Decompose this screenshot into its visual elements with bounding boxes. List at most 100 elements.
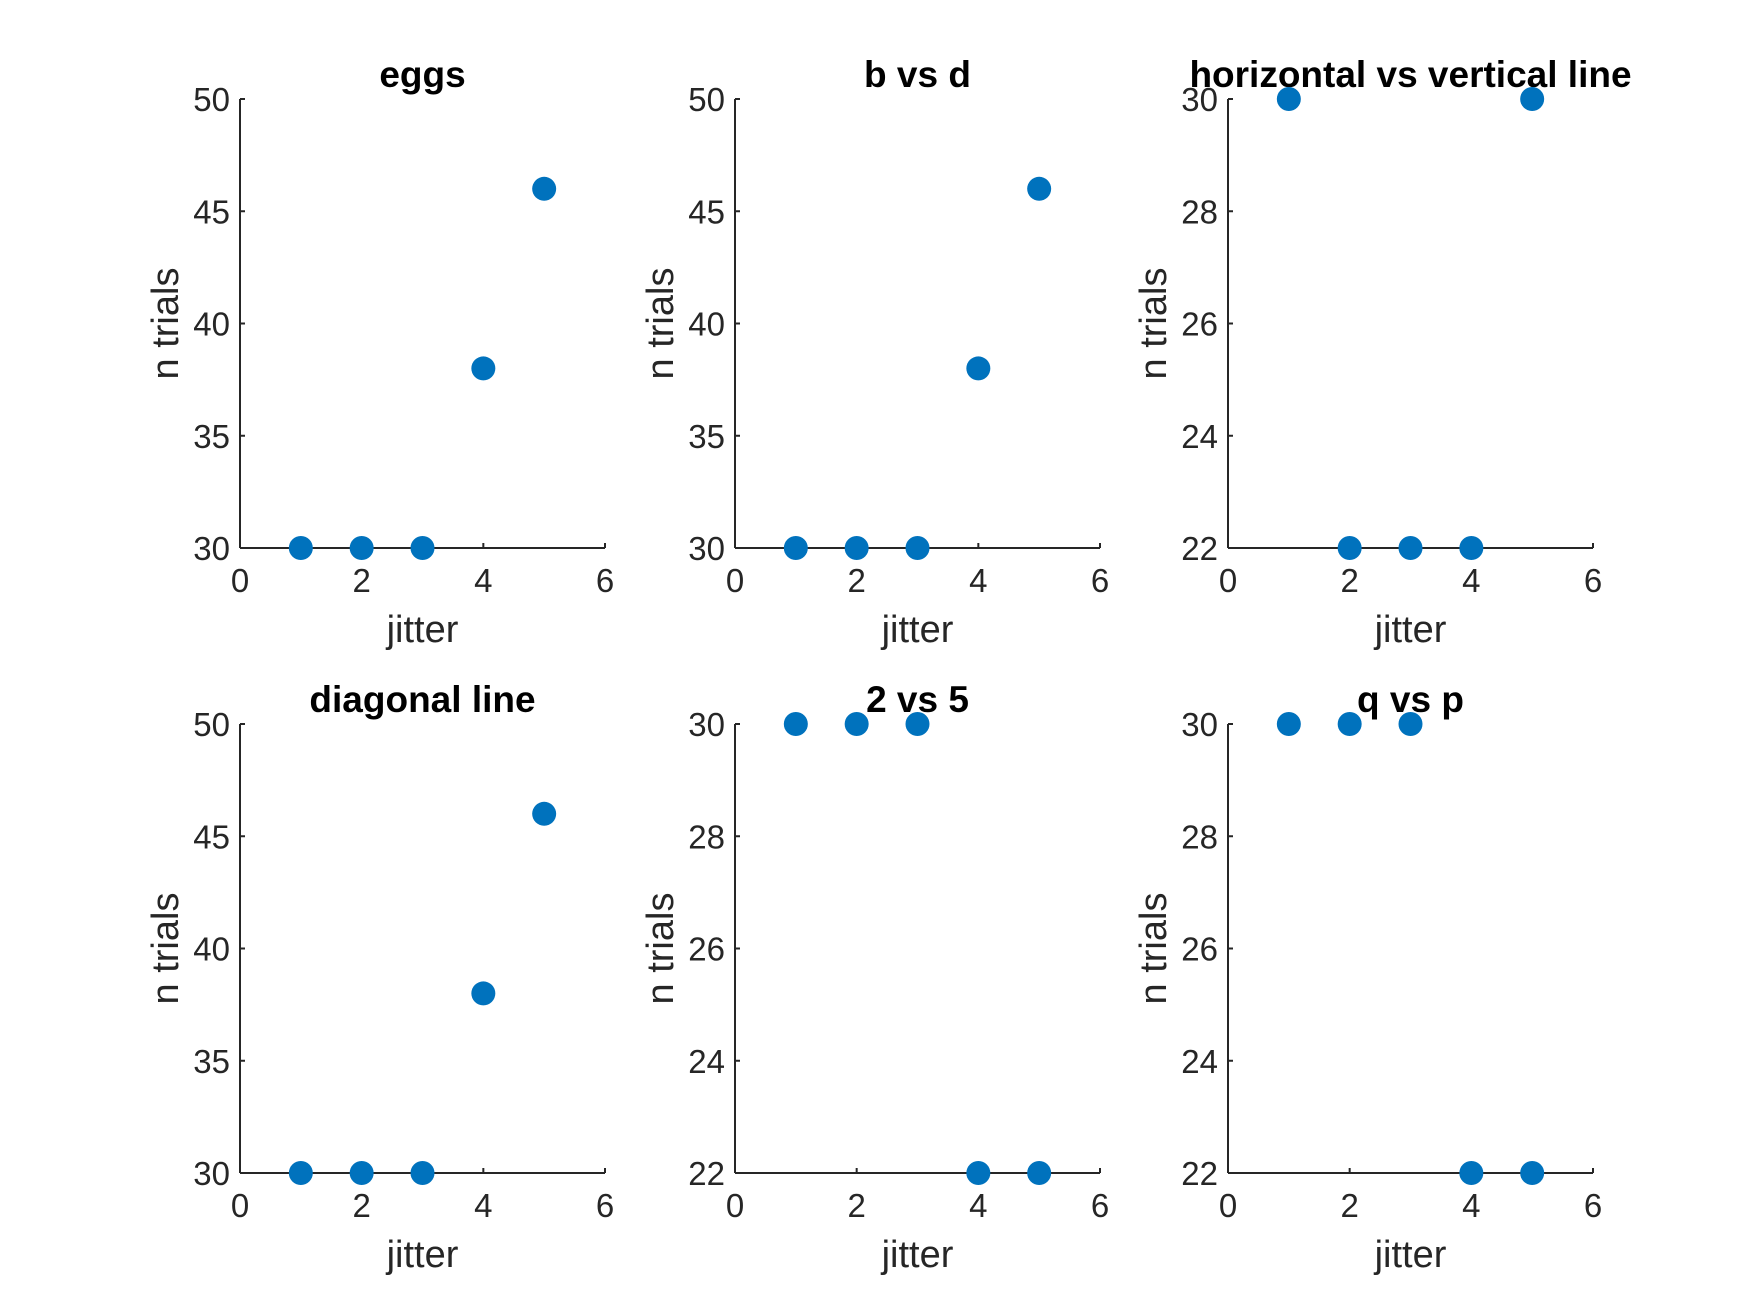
y-tick-label: 35	[193, 1043, 230, 1080]
x-tick-label: 6	[1584, 562, 1602, 599]
x-tick-label: 4	[969, 1187, 987, 1224]
x-axis-label: jitter	[386, 609, 459, 651]
x-tick-label: 0	[726, 1187, 744, 1224]
x-tick-label: 6	[1584, 1187, 1602, 1224]
data-point	[1337, 536, 1362, 560]
data-point	[1520, 87, 1545, 111]
data-point	[1520, 1161, 1545, 1185]
data-point	[471, 356, 496, 381]
x-tick-label: 2	[1340, 1187, 1358, 1224]
x-tick-label: 6	[596, 562, 614, 599]
y-tick-label: 40	[193, 931, 230, 968]
y-tick-label: 24	[1181, 1043, 1218, 1080]
y-axis-label: n trials	[640, 268, 682, 380]
x-tick-label: 4	[1462, 1187, 1480, 1224]
data-point	[471, 981, 496, 1006]
y-tick-label: 35	[193, 418, 230, 455]
y-tick-label: 26	[1181, 306, 1218, 343]
x-tick-label: 4	[969, 562, 987, 599]
y-tick-label: 30	[1181, 706, 1218, 743]
data-point	[844, 712, 869, 736]
x-tick-label: 4	[474, 1187, 492, 1224]
y-tick-label: 22	[688, 1155, 725, 1192]
y-axis-label: n trials	[1133, 893, 1175, 1005]
y-axis-label: n trials	[640, 893, 682, 1005]
y-tick-label: 35	[688, 418, 725, 455]
subplot-4: 0 2 4 6 30 35 40 45 50 jitter n trials diagonal lin…	[145, 679, 614, 1276]
y-tick-label: 45	[193, 193, 230, 230]
chart-title: horizontal vs vertical line	[1189, 54, 1631, 95]
x-tick-label: 0	[726, 562, 744, 599]
data-point	[410, 536, 435, 560]
data-point	[1459, 536, 1484, 560]
y-tick-label: 26	[1181, 931, 1218, 968]
data-point	[1337, 712, 1362, 736]
y-axis-label: n trials	[145, 893, 187, 1005]
x-tick-label: 4	[474, 562, 492, 599]
data-point	[1398, 536, 1423, 560]
x-tick-label: 0	[231, 562, 249, 599]
data-point	[288, 1161, 313, 1185]
y-tick-label: 45	[688, 193, 725, 230]
y-tick-label: 50	[193, 706, 230, 743]
data-point	[410, 1161, 435, 1185]
y-tick-label: 22	[1181, 530, 1218, 567]
x-tick-label: 2	[352, 562, 370, 599]
x-tick-label: 2	[352, 1187, 370, 1224]
y-axis-label: n trials	[1133, 268, 1175, 380]
data-point	[1459, 1161, 1484, 1185]
y-tick-label: 30	[1181, 81, 1218, 118]
y-tick-label: 26	[688, 931, 725, 968]
x-axis-label: jitter	[881, 1234, 954, 1276]
x-axis-label: jitter	[1374, 1234, 1447, 1276]
y-tick-label: 50	[688, 81, 725, 118]
x-tick-label: 6	[596, 1187, 614, 1224]
x-axis-label: jitter	[881, 609, 954, 651]
data-point	[1398, 712, 1423, 736]
data-point	[288, 536, 313, 560]
y-tick-label: 40	[688, 306, 725, 343]
data-point	[966, 356, 991, 381]
chart-title: b vs d	[864, 54, 971, 95]
y-tick-label: 30	[688, 530, 725, 567]
x-tick-label: 0	[231, 1187, 249, 1224]
x-axis-label: jitter	[1374, 609, 1447, 651]
x-tick-label: 6	[1091, 1187, 1109, 1224]
data-point	[1276, 87, 1301, 111]
data-point	[1027, 176, 1052, 201]
data-point	[844, 536, 869, 560]
x-tick-label: 6	[1091, 562, 1109, 599]
data-point	[783, 536, 808, 560]
data-point	[905, 536, 930, 560]
y-tick-label: 24	[688, 1043, 725, 1080]
y-tick-label: 40	[193, 306, 230, 343]
y-tick-label: 45	[193, 818, 230, 855]
x-tick-label: 0	[1219, 1187, 1237, 1224]
chart-title: diagonal line	[309, 679, 535, 720]
data-point	[783, 712, 808, 736]
data-point	[1027, 1161, 1052, 1185]
x-tick-label: 2	[847, 1187, 865, 1224]
data-point	[966, 1161, 991, 1185]
y-tick-label: 28	[1181, 818, 1218, 855]
data-point	[349, 1161, 374, 1185]
x-tick-label: 0	[1219, 562, 1237, 599]
x-tick-label: 4	[1462, 562, 1480, 599]
x-tick-label: 2	[847, 562, 865, 599]
data-point	[349, 536, 374, 560]
data-point	[1276, 712, 1301, 736]
y-tick-label: 28	[1181, 193, 1218, 230]
data-point	[532, 801, 557, 826]
chart-title: eggs	[379, 54, 465, 95]
x-tick-label: 2	[1340, 562, 1358, 599]
y-tick-label: 50	[193, 81, 230, 118]
subplot-1: 0 2 4 6 30 35 40 45 50 jitter n trials eggs	[145, 54, 614, 651]
y-axis-label: n trials	[145, 268, 187, 380]
y-tick-label: 30	[193, 530, 230, 567]
data-point	[905, 712, 930, 736]
y-tick-label: 30	[193, 1155, 230, 1192]
y-tick-label: 24	[1181, 418, 1218, 455]
